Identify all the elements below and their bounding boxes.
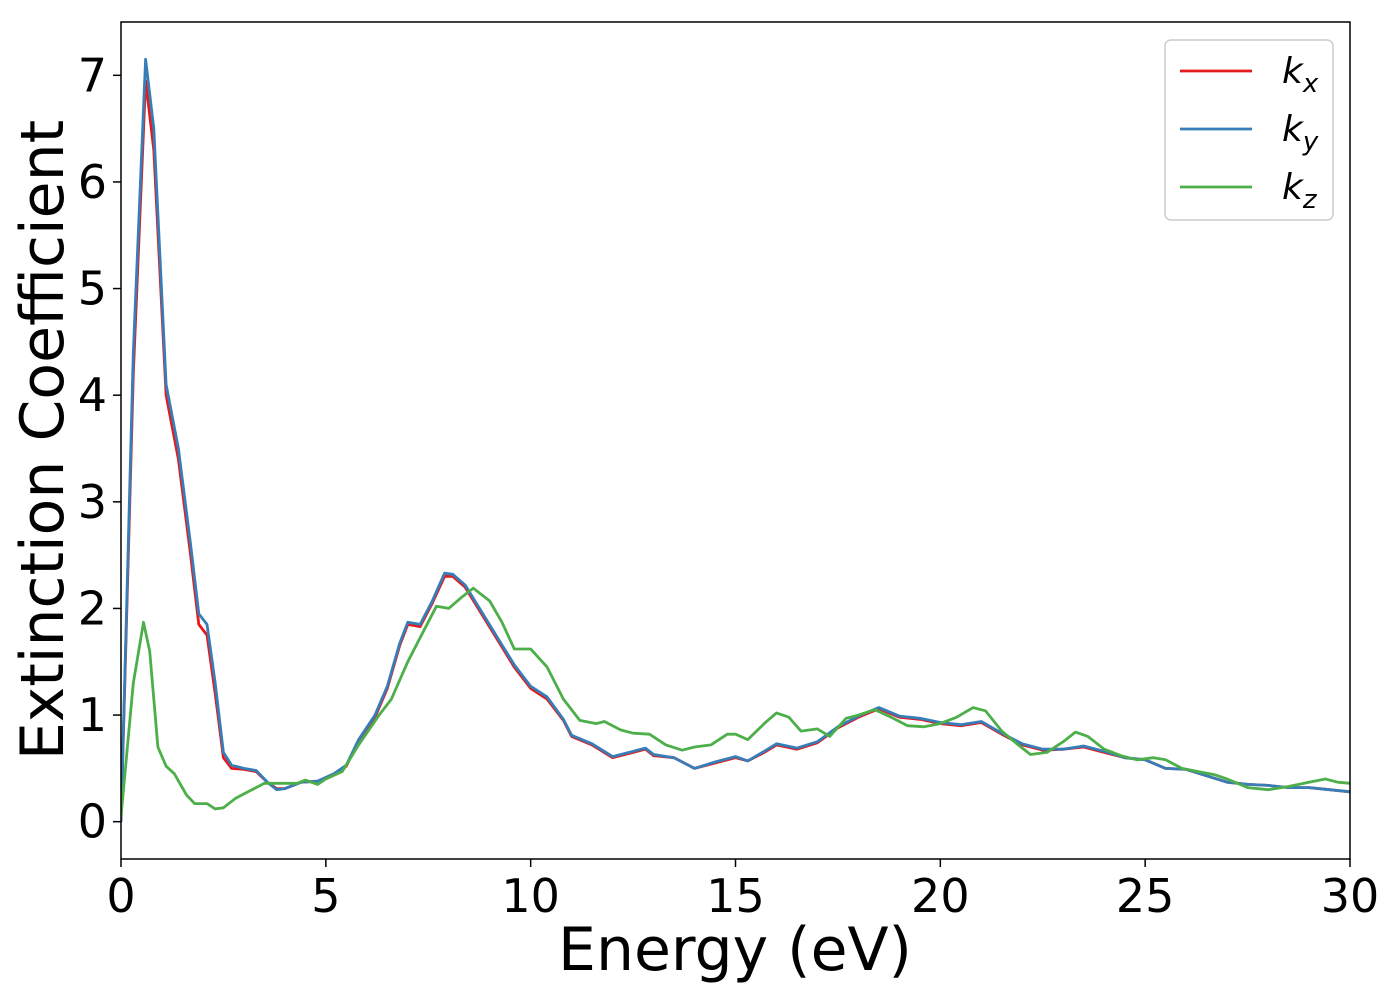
x-tick-label: 20 [911,869,970,923]
y-tick-label: 0 [78,795,107,849]
series-layer [121,57,1350,822]
x-axis-title: Energy (eV) [558,915,912,985]
series-line-kz [121,586,1350,817]
x-tick-label: 10 [501,869,560,923]
y-tick-label: 4 [78,368,107,422]
x-tick-label: 0 [106,869,135,923]
x-tick-label: 30 [1321,869,1380,923]
series-line-ky [121,57,1350,822]
y-tick-label: 3 [78,475,107,529]
x-axis-ticks: 0 5 10 15 20 25 30 [106,859,1379,923]
x-tick-label: 25 [1116,869,1175,923]
y-axis-title: Extinction Coefficient [8,120,78,760]
y-tick-label: 2 [78,581,107,635]
x-tick-label: 15 [706,869,765,923]
x-tick-label: 5 [311,869,340,923]
y-tick-label: 6 [78,155,107,209]
y-tick-label: 5 [78,262,107,316]
y-tick-label: 7 [78,48,107,102]
y-axis-ticks: 0 1 2 3 4 5 6 7 [78,48,121,849]
legend-label-ky: ky [1282,109,1319,157]
y-tick-label: 1 [78,688,107,742]
